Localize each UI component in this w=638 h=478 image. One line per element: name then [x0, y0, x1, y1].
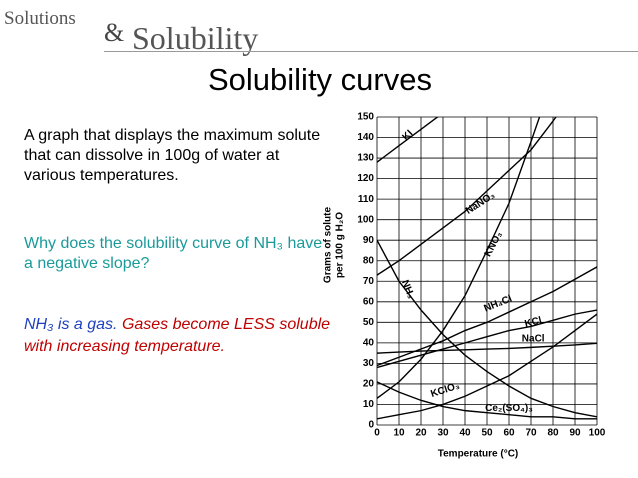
series-line — [377, 117, 541, 399]
series-line — [377, 309, 597, 369]
series-label: KClO₃ — [429, 380, 461, 400]
series-label: NH₃ — [399, 279, 416, 301]
paragraph: A graph that displays the maximum solute… — [24, 127, 321, 184]
divider — [104, 51, 638, 52]
x-tick-label: 20 — [415, 428, 427, 439]
x-tick-label: 10 — [393, 428, 405, 439]
series-label: Ce₂(SO₄)₃ — [485, 403, 533, 414]
y-tick-label: 10 — [363, 399, 375, 410]
x-axis-label: Temperature (°C) — [438, 449, 519, 460]
series-label: NaNO₃ — [464, 190, 497, 217]
y-tick-label: 90 — [363, 235, 375, 246]
answer-b: Gases become LESS soluble with increasin… — [24, 316, 331, 355]
header: Solutions — [4, 8, 76, 29]
series-label: KI — [400, 128, 415, 143]
x-tick-label: 60 — [503, 428, 515, 439]
y-tick-label: 150 — [357, 112, 374, 123]
y-tick-label: 0 — [368, 420, 374, 431]
series-label: KNO₃ — [483, 230, 505, 259]
series-line — [377, 342, 597, 354]
y-tick-label: 40 — [363, 338, 375, 349]
ampersand: & — [104, 18, 125, 47]
y-tick-label: 130 — [357, 153, 374, 164]
x-tick-label: 90 — [569, 428, 581, 439]
series-label: NaCl — [522, 333, 545, 344]
y-tick-label: 70 — [363, 276, 375, 287]
series-line — [377, 239, 597, 418]
y-tick-label: 30 — [363, 358, 375, 369]
heading: Solubility curves — [208, 62, 432, 97]
y-tick-label: 110 — [358, 194, 375, 205]
x-tick-label: 100 — [589, 428, 606, 439]
plot-area — [377, 117, 597, 420]
series-line — [377, 117, 557, 276]
y-axis-label: Grams of solute — [323, 207, 334, 284]
answer: NH₃ is a gas. Gases become LESS soluble … — [24, 314, 334, 358]
series-line — [377, 117, 439, 163]
question: Why does the solubility curve of NH₃ hav… — [24, 235, 323, 272]
y-tick-label: 120 — [357, 173, 374, 184]
series-line — [377, 381, 597, 420]
x-tick-label: 50 — [481, 428, 493, 439]
x-tick-label: 30 — [437, 428, 449, 439]
x-tick-label: 40 — [459, 428, 471, 439]
x-tick-label: 80 — [547, 428, 559, 439]
y-axis-label: per 100 g H₂O — [335, 212, 346, 278]
y-tick-label: 140 — [357, 132, 374, 143]
y-tick-label: 60 — [363, 296, 375, 307]
y-tick-label: 100 — [357, 214, 374, 225]
series-label: KCl — [524, 315, 544, 330]
y-tick-label: 50 — [363, 317, 375, 328]
y-tick-label: 20 — [363, 379, 375, 390]
subject: Solubility — [132, 20, 259, 56]
x-tick-label: 70 — [525, 428, 537, 439]
x-tick-label: 0 — [374, 428, 380, 439]
y-tick-label: 80 — [363, 255, 375, 266]
answer-a: NH₃ is a gas. — [24, 316, 118, 333]
series-line — [377, 313, 597, 420]
